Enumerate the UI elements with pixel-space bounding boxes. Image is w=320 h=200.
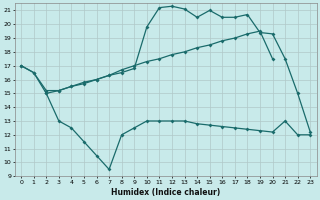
X-axis label: Humidex (Indice chaleur): Humidex (Indice chaleur) xyxy=(111,188,220,197)
